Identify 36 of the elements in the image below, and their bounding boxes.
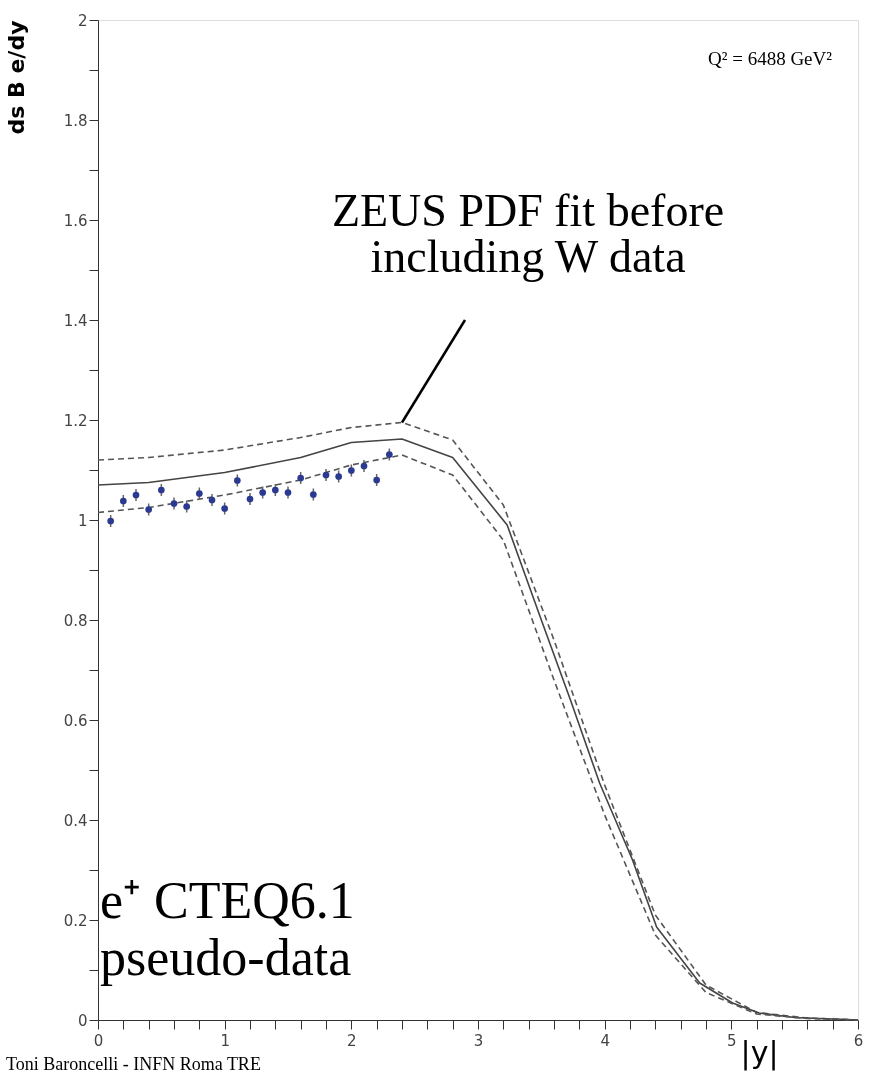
point (221, 505, 229, 512)
point (170, 500, 178, 507)
point (347, 467, 355, 474)
y-tick-label: 1.4 (63, 311, 88, 330)
x-tick-label: 1 (220, 1031, 230, 1050)
point (195, 490, 203, 497)
y-tick-label: 0.6 (63, 711, 88, 730)
y-tick-label: 1.2 (63, 411, 88, 430)
annotation: ZEUS PDF fit before including W data (331, 185, 725, 282)
point (259, 489, 267, 496)
x-tick-label: 3 (473, 1031, 484, 1050)
point (183, 503, 191, 510)
x-tick-label: 6 (853, 1031, 864, 1050)
y-tick-label: 2 (77, 11, 88, 30)
point (145, 506, 153, 513)
y-tick-label: 1.8 (63, 111, 88, 130)
y-tick-label: 0 (77, 1011, 88, 1030)
annotation: Q² = 6488 GeV² (708, 48, 833, 69)
point (385, 451, 393, 458)
x-tick-label: 4 (600, 1031, 610, 1050)
y-tick-label: 1.6 (63, 211, 88, 230)
x-axis-title: |y| (740, 1034, 779, 1071)
text: Toni Baroncelli - INFN Roma TRE (6, 1054, 261, 1074)
point (309, 491, 317, 498)
x-tick-label: 2 (347, 1031, 357, 1050)
y-tick-label: 0.4 (63, 811, 88, 830)
y-tick-label: 1 (77, 511, 88, 530)
annotation: e⁺ CTEQ6.1 pseudo-data (100, 872, 355, 987)
point (233, 477, 241, 484)
x-tick-label: 0 (93, 1031, 104, 1050)
y-tick-label: 0.8 (63, 611, 88, 630)
y-axis-title: ds B e/dy (3, 20, 29, 135)
x-tick-label: 5 (727, 1031, 737, 1050)
point (335, 473, 343, 480)
y-tick-label: 0.2 (63, 911, 88, 930)
point (284, 489, 292, 496)
